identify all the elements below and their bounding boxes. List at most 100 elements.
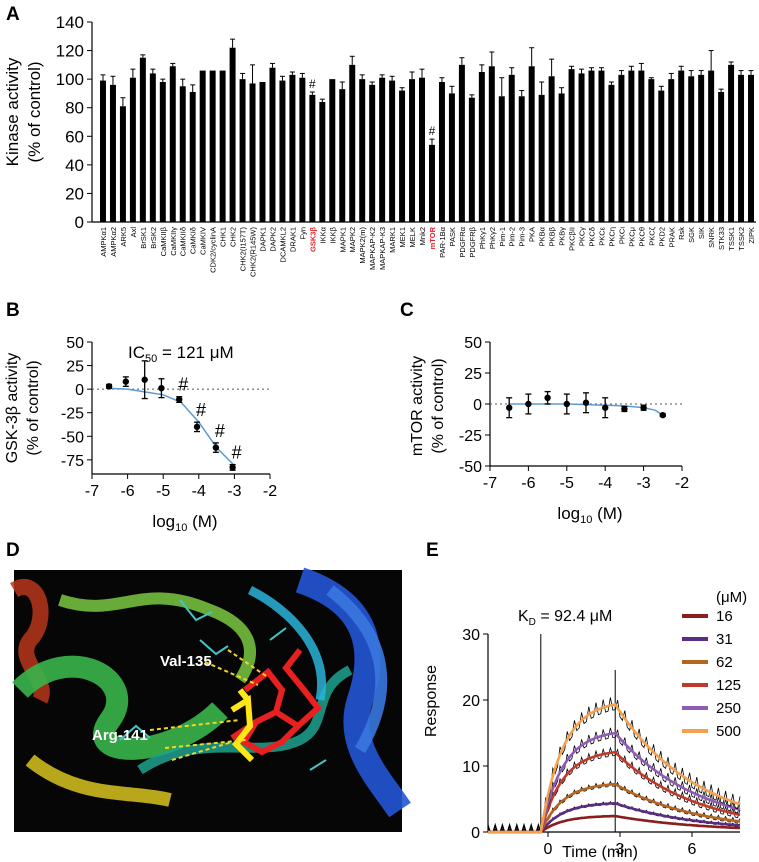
panel-a-category-label: PKA [528,227,537,242]
panel-a-category-label: ZIPK [747,227,756,244]
panel-c-x-tick-label: -4 [598,475,612,492]
teal-loop-ribbon [137,665,353,775]
panel-a-bar [658,90,665,222]
panel-a-bar [329,79,336,223]
panel-b-significance-mark: # [232,443,242,463]
panel-a-category-label: TSSK2 [737,227,746,251]
panel-a-bar [279,80,286,222]
panel-a-category-label: CHK1 [219,227,228,247]
panel-b-y-tick-label: -50 [61,429,84,446]
panel-b: B GSK-3β activity (% of control) IC50 = … [4,300,277,534]
panel-a-ylabel-line1: Kinase activity [3,57,22,166]
panel-a-category-label: MAPK2(m) [358,227,367,264]
panel-a-category-label: PKCβII [568,227,577,251]
panel-c-xlabel: log10 (M) [557,504,622,526]
panel-a-letter: A [6,4,20,25]
panel-a-bar [718,92,725,222]
panel-a-ylabel-line2: (% of control) [25,61,44,162]
panel-a-bar [558,93,565,222]
panel-a-significance-mark: # [429,124,436,138]
panel-a-bar [409,79,416,223]
panel-b-xlabel: log10 (M) [152,512,217,534]
panel-c-data-point [640,404,647,411]
panel-b-data-point [176,396,183,403]
panel-a-bar [728,64,735,222]
panel-a-category-label: PAR-1Bα [438,226,447,258]
panel-c-ylabel-line1: mTOR activity [409,356,426,456]
panel-a-bar [498,96,505,222]
panel-a-bar [229,47,236,222]
panel-b-data-point [141,376,148,383]
panel-a-category-label: CHK2(R145W) [249,227,258,278]
panel-a-category-label: TSSK1 [727,227,736,251]
panel-a-category-label: MELK [408,227,417,247]
hydrogen-bond-lines [149,649,267,761]
panel-a-category-label: MAPKAP-K3 [378,227,387,270]
panel-a-y-tick-label: 120 [56,42,84,61]
panel-a-category-label: DCAMKL2 [278,227,287,262]
panel-e-fit-curve [488,801,741,834]
panel-a-category-label: PhKγ1 [478,227,487,249]
residue-sticks [119,599,327,771]
panel-a-bar [678,70,685,222]
panel-a-bar [608,84,615,222]
panel-a-bar [339,89,346,223]
panel-e-y-tick-label: 0 [471,825,480,842]
panel-a-bar [548,76,555,223]
panel-c-data-point [563,400,570,408]
panel-a-bar [319,102,326,222]
panel-a-category-label: CHK2(I157T) [239,227,248,272]
panel-c: C mTOR activity (% of control) log10 (M)… [400,300,689,526]
panel-a-y-tick-label: 100 [56,70,84,89]
panel-a-category-label: IKKβ [328,226,337,243]
panel-a-bar [309,94,316,222]
panel-a-bar [119,106,126,222]
panel-a-category-label: PASK [448,227,457,246]
panel-a-category-label: Axl [129,227,138,238]
panel-a-y-tick-label: 40 [65,156,84,175]
panel-c-ylabel-line2: (% of control) [430,358,447,453]
panel-a-bar [369,84,376,222]
panel-c-data-point [621,405,628,413]
panel-a-bar [568,69,575,223]
panel-e-x-tick-label: 3 [616,841,625,858]
panel-b-data-point [193,423,201,431]
panel-c-y-tick-label: -25 [459,428,482,445]
panel-a-y-tick-label: 0 [75,213,84,232]
panel-c-x-tick-label: -2 [675,475,689,492]
panel-a-category-label: MEK1 [398,227,407,247]
panel-e-x-tick-label: 0 [544,841,553,858]
panel-e-xlabel: Time (min) [562,844,638,861]
panel-a-category-label: DAPK2 [268,227,277,252]
panel-a-y-tick-label: 20 [65,184,84,203]
panel-a-bar [588,70,595,222]
panel-a-bar [478,72,485,222]
panel-a-category-label: Fyn [298,227,307,240]
panel-c-data-point [544,394,551,401]
panel-a-bar [578,73,585,222]
cyan-strand-ribbon [247,585,326,701]
panel-c-data-point [506,404,513,411]
panel-e: E KD = 92.4 μM (μM) Response Time (min) … [423,540,747,861]
panel-b-data-point [212,444,220,451]
ligand-yellow-structure [230,688,255,763]
panel-a-bar [468,97,475,222]
panel-c-y-tick-label: 50 [464,335,482,352]
panel-c-letter: C [400,300,414,321]
panel-c-x-tick-label: -5 [560,475,574,492]
panel-a-category-label: PKBβ [548,226,557,246]
panel-b-x-tick-label: -2 [263,483,277,500]
panel-b-ylabel-line1: GSK-3β activity [4,353,21,464]
panel-a-category-label: PKBα [538,226,547,246]
panel-a-bar [598,70,605,222]
panel-a-category-label: CaMKIIγ [169,227,178,256]
panel-a-bar [419,77,426,222]
panel-a-bar [289,74,296,222]
panel-a-category-label: Mnk2 [418,227,427,245]
panel-a-category-label: PKCι [617,227,626,244]
panel-a-y-tick-label: 140 [56,13,84,32]
residue-label-val-135: Val-135 [160,653,212,670]
panel-e-ylabel: Response [423,665,440,737]
panel-a-bar [748,74,755,222]
panel-a-category-label: PKCε [597,226,606,245]
